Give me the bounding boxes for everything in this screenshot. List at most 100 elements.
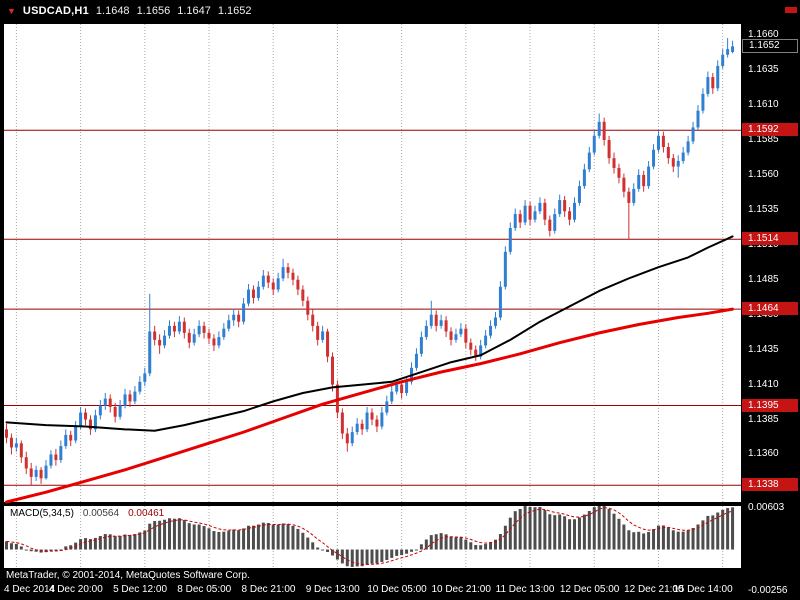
price-axis-label: 1.1485	[748, 273, 779, 285]
quote-close: 1.1652	[217, 5, 252, 17]
macd-histogram-bar	[577, 517, 581, 550]
candle	[518, 214, 522, 223]
candle	[301, 289, 305, 301]
candle	[627, 191, 631, 203]
candle	[212, 338, 216, 346]
macd-histogram-bar	[726, 508, 730, 550]
macd-histogram-bar	[24, 549, 28, 551]
macd-histogram-bar	[143, 530, 147, 550]
macd-histogram-bar	[622, 524, 626, 550]
candle	[666, 146, 670, 159]
candle	[503, 251, 507, 287]
macd-histogram-bar	[123, 534, 127, 550]
window-corner-marker	[785, 7, 797, 13]
candle	[637, 174, 641, 189]
macd-histogram-bar	[637, 531, 641, 550]
macd-histogram-bar	[167, 518, 171, 550]
candle	[424, 325, 428, 338]
candle	[187, 332, 191, 343]
macd-histogram-bar	[543, 509, 547, 550]
candle	[385, 401, 389, 413]
candle	[227, 320, 231, 329]
candle	[568, 211, 572, 220]
price-axis-label: 1.1385	[748, 413, 779, 425]
macd-histogram-bar	[464, 539, 468, 550]
moving-average-line	[5, 235, 734, 432]
macd-histogram-bar	[410, 549, 414, 552]
macd-indicator-name: MACD(5,34,5)	[10, 508, 74, 519]
macd-histogram-bar	[602, 506, 606, 550]
macd-histogram-bar	[385, 549, 389, 561]
macd-histogram-bar	[172, 518, 176, 550]
price-axis-label: 1.1410	[748, 378, 779, 390]
candle	[696, 110, 700, 128]
candle	[484, 335, 488, 346]
candle	[400, 384, 404, 393]
candle	[148, 331, 152, 374]
time-axis-label: 4 Dec 20:00	[48, 584, 103, 595]
macd-histogram-bar	[19, 546, 23, 550]
macd-histogram-bar	[207, 528, 211, 550]
macd-histogram-bar	[261, 522, 265, 550]
candle	[217, 337, 221, 346]
candle	[202, 325, 206, 333]
macd-histogram-bar	[642, 533, 646, 550]
time-axis-label: 8 Dec 21:00	[241, 584, 296, 595]
macd-histogram-bar	[454, 537, 458, 550]
candle	[474, 349, 478, 357]
candle	[74, 426, 78, 441]
candle	[9, 437, 13, 448]
macd-histogram-bar	[69, 545, 73, 550]
candle	[661, 135, 665, 147]
candle	[172, 325, 176, 332]
macd-histogram-bar	[607, 508, 611, 550]
time-axis-label: 4 Dec 2014	[4, 584, 56, 595]
macd-histogram-bar	[459, 537, 463, 550]
macd-histogram-bar	[479, 545, 483, 550]
macd-histogram-bar	[365, 549, 369, 565]
macd-histogram-bar	[251, 525, 255, 550]
macd-histogram-bar	[612, 513, 616, 550]
time-axis[interactable]: 4 Dec 2014 4 Dec 20:00 5 Dec 12:00 8 Dec 05…	[0, 584, 800, 598]
macd-histogram-bar	[587, 511, 591, 550]
macd-histogram-bar	[350, 549, 354, 567]
symbol-marker-icon: ▼	[7, 5, 16, 16]
candle	[34, 469, 38, 477]
time-axis-label: 11 Dec 13:00	[495, 584, 555, 595]
candle	[98, 405, 102, 416]
macd-histogram-bar	[671, 530, 675, 550]
candle	[222, 328, 226, 338]
candle	[316, 325, 320, 340]
macd-histogram-bar	[108, 534, 112, 550]
macd-histogram-bar	[187, 523, 191, 550]
macd-histogram-bar	[489, 542, 493, 550]
candle	[108, 398, 112, 407]
time-axis-label: 15 Dec 14:00	[673, 584, 733, 595]
macd-histogram-bar	[182, 520, 186, 550]
candle	[291, 272, 295, 280]
macd-histogram-bar	[716, 512, 720, 550]
macd-histogram-bar	[266, 522, 270, 550]
macd-histogram-bar	[93, 537, 97, 550]
candle	[24, 457, 28, 469]
macd-histogram-bar	[316, 547, 320, 550]
moving-average-line	[5, 307, 735, 504]
macd-histogram-bar	[232, 529, 236, 550]
candle	[563, 200, 567, 212]
macd-histogram-bar	[592, 507, 596, 550]
macd-histogram-bar	[731, 507, 735, 550]
macd-axis-max-label: 0.00603	[748, 502, 785, 513]
macd-histogram-bar	[64, 546, 68, 550]
candle	[261, 275, 265, 287]
time-axis-label: 12 Dec 21:00	[624, 584, 684, 595]
macd-histogram-bar	[291, 525, 295, 550]
candle	[390, 391, 394, 402]
macd-histogram-bar	[360, 549, 364, 567]
macd-histogram-bar	[548, 514, 552, 550]
candle	[652, 149, 656, 167]
candle	[553, 214, 557, 231]
price-axis[interactable]: 1.1660 1.1635 1.1610 1.1585 1.1560 1.1535 1.15…	[741, 0, 800, 600]
candle	[271, 282, 275, 290]
macd-histogram-bar	[414, 549, 418, 551]
